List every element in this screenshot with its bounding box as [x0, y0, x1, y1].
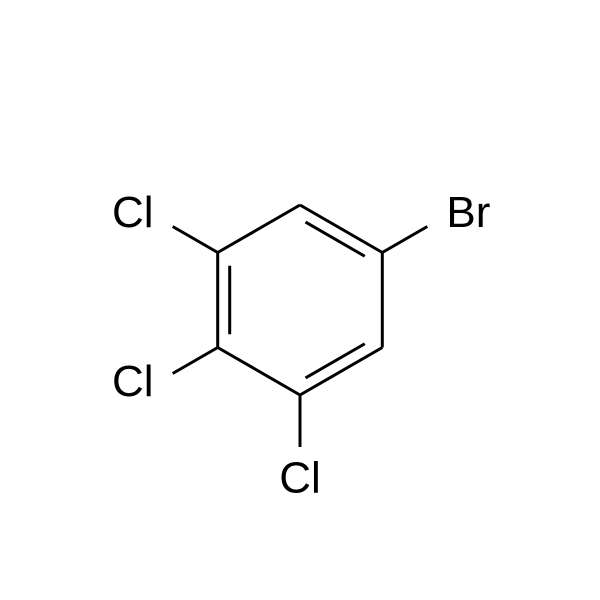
- ring-double-bond: [306, 222, 365, 256]
- ring-double-bond: [306, 344, 365, 378]
- molecule-diagram: Br Cl Cl Cl: [0, 0, 600, 600]
- substituent-bond: [173, 227, 218, 253]
- ring-bond: [300, 348, 382, 396]
- ring-bond: [218, 348, 300, 396]
- cl-label: Cl: [112, 188, 154, 237]
- ring-bond: [218, 205, 300, 253]
- cl-label: Cl: [279, 454, 321, 503]
- substituent-bond: [173, 348, 218, 374]
- ring-bond: [300, 205, 382, 253]
- cl-label: Cl: [112, 357, 154, 406]
- br-label: Br: [446, 188, 490, 237]
- substituent-bond: [382, 227, 427, 253]
